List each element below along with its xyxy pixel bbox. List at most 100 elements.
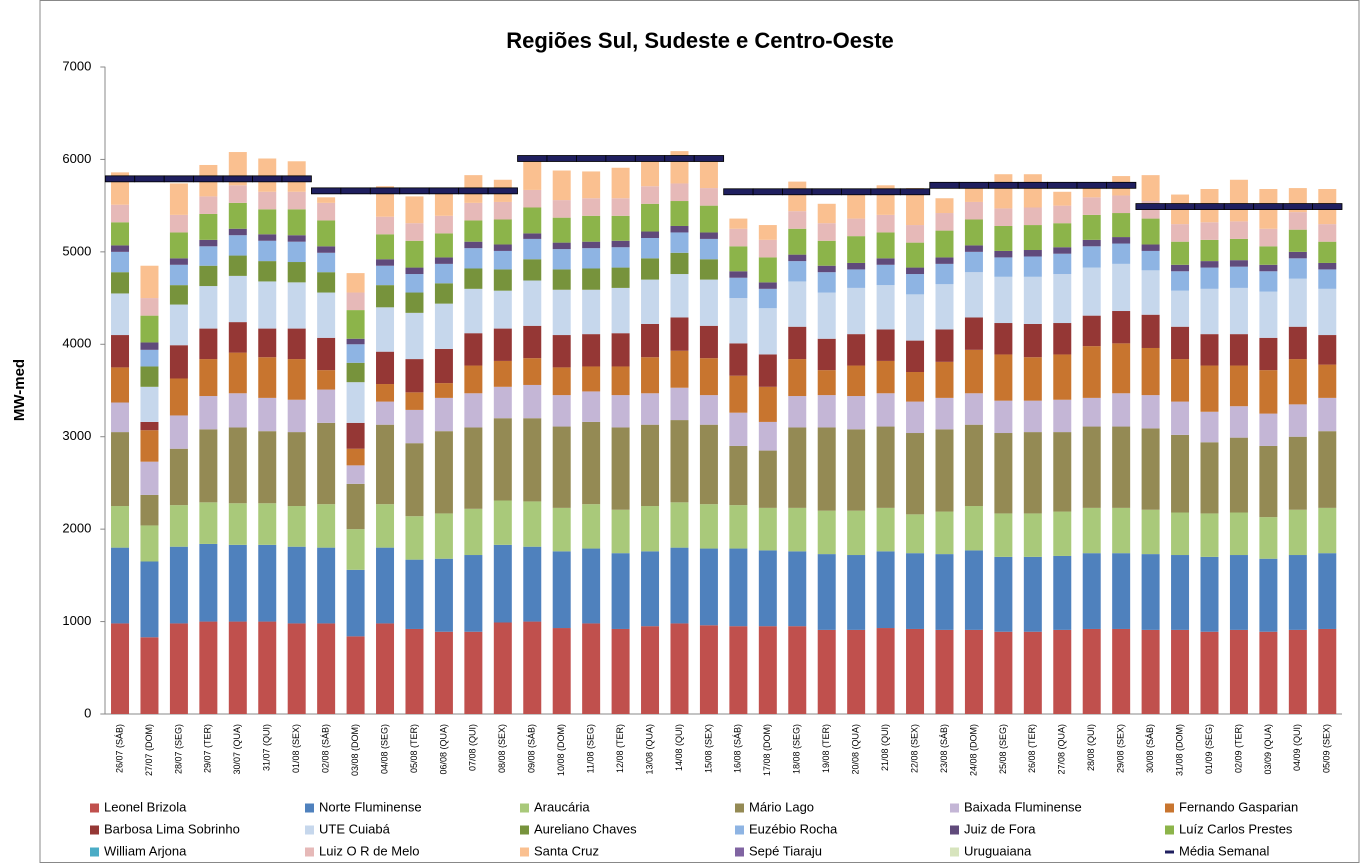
bar-segment xyxy=(641,626,660,714)
x-tick-label: 31/07 (QUI) xyxy=(262,724,272,771)
bar-segment xyxy=(523,233,542,239)
bar-segment xyxy=(317,389,336,423)
bar-segment xyxy=(258,503,277,545)
x-tick-label: 28/08 (QUI) xyxy=(1086,724,1096,771)
bar-segment xyxy=(317,422,336,505)
bar-segment xyxy=(1318,507,1337,554)
bar-segment xyxy=(346,465,365,484)
average-marker xyxy=(487,187,518,195)
bar-segment xyxy=(758,288,777,309)
x-tick-label: 02/09 (TER) xyxy=(1233,724,1243,773)
bar-segment xyxy=(729,505,748,549)
bar-segment xyxy=(788,626,807,714)
bar-segment xyxy=(552,289,571,336)
bar-segment xyxy=(788,181,807,212)
bar-segment xyxy=(641,424,660,507)
bar-segment xyxy=(758,626,777,714)
bar-segment xyxy=(434,631,453,714)
bar-segment xyxy=(523,358,542,385)
y-tick-label: 2000 xyxy=(62,521,91,536)
bar-segment xyxy=(169,505,188,547)
bar-segment xyxy=(876,232,895,259)
legend-label: Fernando Gasparian xyxy=(1179,799,1298,814)
bar-segment xyxy=(876,285,895,330)
y-tick-label: 7000 xyxy=(62,58,91,73)
bar-segment xyxy=(935,429,954,512)
x-tick-label: 13/08 (QUA) xyxy=(644,724,654,775)
bar-segment xyxy=(140,637,159,714)
legend-swatch xyxy=(305,825,314,835)
bar-segment xyxy=(346,569,365,637)
bar-segment xyxy=(376,351,395,385)
bar-segment xyxy=(935,257,954,264)
bar-segment xyxy=(788,281,807,327)
bar-segment xyxy=(376,623,395,714)
bar-segment xyxy=(817,265,836,273)
bar-segment xyxy=(1053,205,1072,224)
bar-segment xyxy=(994,225,1013,251)
bar-segment xyxy=(111,251,130,273)
bar-segment xyxy=(876,507,895,552)
bar-segment xyxy=(346,483,365,530)
bar-segment xyxy=(1259,246,1278,265)
average-marker xyxy=(252,175,283,183)
bar-segment xyxy=(317,246,336,253)
bar-segment xyxy=(964,245,983,252)
bar-segment xyxy=(346,529,365,570)
bar-segment xyxy=(582,504,601,549)
bar-segment xyxy=(876,628,895,714)
bar-segment xyxy=(1141,244,1160,251)
bar-segment xyxy=(1200,365,1219,412)
bar-segment xyxy=(1229,629,1248,714)
bar-segment xyxy=(258,191,277,210)
bar-segment xyxy=(994,513,1013,557)
bar-segment xyxy=(699,279,718,326)
average-marker xyxy=(311,187,342,195)
bar-segment xyxy=(1023,513,1042,557)
bar-segment xyxy=(552,628,571,714)
bar-segment xyxy=(258,240,277,262)
bar-segment xyxy=(699,424,718,505)
bar-segment xyxy=(817,510,836,555)
bar-segment xyxy=(1229,365,1248,407)
bar-segment xyxy=(788,551,807,627)
bar-segment xyxy=(1053,629,1072,714)
bar-segment xyxy=(906,225,925,243)
bar-segment xyxy=(346,636,365,714)
bar-segment xyxy=(935,284,954,330)
bar-segment xyxy=(670,183,689,202)
bar-segment xyxy=(1023,323,1042,358)
bar-segment xyxy=(111,222,130,246)
bar-segment xyxy=(1082,553,1101,629)
average-marker xyxy=(193,175,224,183)
bar-segment xyxy=(405,292,424,313)
legend-label: Aureliano Chaves xyxy=(534,821,637,836)
bar-segment xyxy=(434,431,453,514)
bar-segment xyxy=(199,239,218,247)
bar-segment xyxy=(199,359,218,397)
bar-segment xyxy=(1112,553,1131,629)
bar-segment xyxy=(493,244,512,251)
bar-segment xyxy=(1200,222,1219,240)
bar-segment xyxy=(552,242,571,250)
bar-segment xyxy=(140,349,159,367)
bar-segment xyxy=(994,174,1013,209)
bar-segment xyxy=(1200,513,1219,557)
bar-segment xyxy=(346,344,365,363)
average-marker xyxy=(1106,181,1137,189)
bar-segment xyxy=(228,322,247,353)
bar-segment xyxy=(1288,359,1307,405)
legend-swatch xyxy=(520,803,529,813)
bar-segment xyxy=(906,274,925,295)
bar-segment xyxy=(670,317,689,351)
bar-segment xyxy=(641,237,660,259)
y-tick-label: 1000 xyxy=(62,613,91,628)
bar-segment xyxy=(405,516,424,560)
bar-segment xyxy=(641,279,660,324)
bar-segment xyxy=(317,220,336,247)
bar-segment xyxy=(729,228,748,247)
bar-segment xyxy=(1318,269,1337,289)
bar-segment xyxy=(1318,335,1337,365)
x-tick-label: 26/07 (SÁB) xyxy=(114,724,124,773)
bar-segment xyxy=(994,354,1013,401)
